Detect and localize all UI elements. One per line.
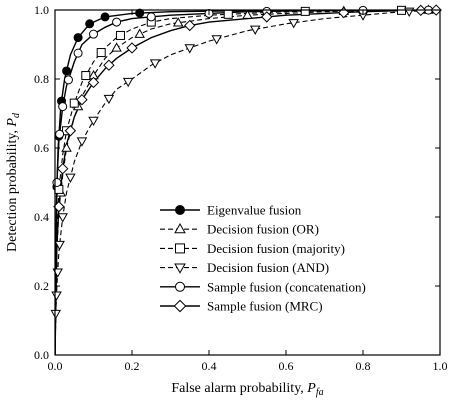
series-5-marker bbox=[63, 75, 73, 85]
series-4-marker bbox=[57, 213, 68, 223]
y-tick-label: 0.2 bbox=[34, 279, 49, 293]
x-tick-label: 0.8 bbox=[356, 359, 371, 373]
series-6-marker bbox=[56, 162, 69, 175]
series-6-marker bbox=[184, 19, 196, 32]
series-6-marker bbox=[103, 59, 115, 71]
series-6-marker bbox=[338, 6, 350, 19]
legend-marker-4 bbox=[174, 263, 186, 274]
series-3-marker bbox=[223, 9, 233, 19]
y-tick-label: 1.0 bbox=[34, 3, 49, 17]
series-1-marker bbox=[135, 8, 145, 18]
series-5-marker bbox=[112, 17, 122, 27]
series-4-marker bbox=[51, 291, 62, 301]
legend-label-4: Decision fusion (AND) bbox=[207, 260, 329, 275]
series-6-marker bbox=[261, 11, 273, 23]
legend-label-1: Eigenvalue fusion bbox=[207, 203, 302, 218]
series-1-marker bbox=[100, 12, 110, 22]
series-2-marker bbox=[242, 9, 253, 19]
legend: Eigenvalue fusion Decision fusion (OR) Dec… bbox=[160, 203, 366, 314]
series-6-marker bbox=[64, 125, 77, 137]
series-2-marker bbox=[172, 17, 184, 27]
series-5-marker bbox=[89, 29, 98, 39]
legend-marker-5 bbox=[175, 281, 185, 292]
legend-label-2: Decision fusion (OR) bbox=[207, 222, 319, 237]
series-5-marker bbox=[58, 102, 68, 112]
series-6-marker bbox=[87, 76, 100, 89]
x-axis-title: False alarm probability, Pfa bbox=[171, 381, 323, 398]
x-axis-title-symbol: P bbox=[306, 381, 316, 396]
series-2-marker bbox=[111, 42, 122, 52]
series-4-marker bbox=[54, 240, 65, 251]
legend-label-5: Sample fusion (concatenation) bbox=[207, 279, 366, 294]
series-3-marker bbox=[81, 71, 91, 81]
series-4-marker bbox=[249, 25, 261, 35]
series-5-marker bbox=[73, 48, 83, 58]
legend-label-6: Sample fusion (MRC) bbox=[207, 299, 323, 314]
legend-marker-6 bbox=[173, 299, 187, 313]
series-line-4 bbox=[55, 10, 440, 355]
plot-frame bbox=[54, 9, 441, 356]
series-5-marker bbox=[146, 12, 156, 22]
y-axis-title-symbol: P bbox=[5, 118, 20, 128]
x-tick-label: 0.4 bbox=[202, 359, 217, 373]
series-4-marker bbox=[65, 173, 76, 183]
legend-marker-2 bbox=[174, 223, 186, 234]
series-4-marker bbox=[122, 77, 134, 88]
x-tick-label: 1.0 bbox=[433, 359, 448, 373]
y-tick-label: 0.6 bbox=[34, 141, 49, 155]
y-axis-title: Detection probability, Pd bbox=[5, 112, 22, 252]
series-5-marker bbox=[55, 129, 65, 139]
y-tick-label: 0.4 bbox=[34, 210, 49, 224]
series-4-marker bbox=[149, 59, 161, 69]
series-2-marker bbox=[134, 28, 145, 38]
series-4-marker bbox=[50, 309, 62, 320]
x-tick-label: 0.2 bbox=[125, 359, 140, 373]
series-3-marker bbox=[115, 30, 125, 40]
series-3-marker bbox=[300, 6, 310, 16]
series-1-marker bbox=[62, 66, 72, 76]
series-3-marker bbox=[96, 48, 106, 58]
series-6-marker bbox=[76, 93, 88, 106]
x-tick-label: 0.6 bbox=[279, 359, 294, 373]
y-tick-label: 0.0 bbox=[34, 348, 49, 362]
series-4-marker bbox=[184, 44, 196, 54]
legend-label-3: Decision fusion (majority) bbox=[207, 241, 345, 256]
x-axis-title-text: False alarm probability, bbox=[171, 381, 307, 396]
axis-layer: 0.0 0.2 0.4 0.6 0.8 1.0 0.0 0.2 0.4 0.6 0.8 1.0 bbox=[34, 3, 448, 373]
legend-marker-1 bbox=[175, 205, 185, 215]
series-4-marker bbox=[211, 35, 222, 45]
series-1-marker bbox=[73, 33, 83, 43]
x-axis-title-subscript: fa bbox=[316, 387, 324, 398]
series-3-marker bbox=[69, 98, 79, 108]
series-5-marker bbox=[52, 178, 62, 187]
y-axis-title-subscript: d bbox=[11, 112, 22, 118]
series-1-marker bbox=[85, 19, 95, 29]
y-tick-label: 0.8 bbox=[34, 72, 49, 86]
legend-marker-3 bbox=[175, 243, 185, 254]
x-tick-label: 0.0 bbox=[48, 359, 63, 373]
series-4-marker bbox=[103, 94, 115, 105]
y-axis-title-text: Detection probability, bbox=[5, 127, 20, 252]
series-2-marker bbox=[61, 142, 72, 152]
series-6-marker bbox=[126, 42, 138, 54]
series-4-marker bbox=[88, 116, 99, 127]
series-4-marker bbox=[76, 137, 88, 147]
marker-layer bbox=[50, 4, 442, 320]
series-4-marker bbox=[288, 19, 299, 29]
